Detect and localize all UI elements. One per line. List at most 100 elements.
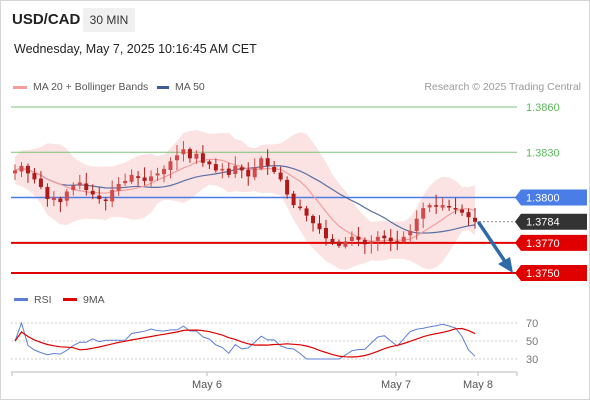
badge-text: 1.3750 bbox=[526, 268, 560, 280]
rsi-tick-50: 50 bbox=[526, 336, 538, 348]
candle-body bbox=[317, 223, 322, 230]
candle-body bbox=[473, 217, 477, 222]
candle-body bbox=[226, 168, 231, 175]
candle-body bbox=[32, 173, 37, 180]
candle-body bbox=[246, 169, 251, 177]
candle-body bbox=[19, 165, 24, 172]
candle-body bbox=[382, 235, 387, 239]
candle-body bbox=[71, 185, 76, 191]
legend-ma50: MA 50 bbox=[157, 81, 205, 93]
badge-bg bbox=[515, 234, 587, 251]
badge-text: 1.3784 bbox=[526, 217, 560, 229]
candle-body bbox=[25, 165, 30, 174]
candle-body bbox=[434, 205, 439, 207]
bollinger-bands bbox=[15, 130, 475, 271]
candle-body bbox=[142, 177, 147, 181]
candle-body bbox=[272, 166, 277, 172]
credit-text: Research © 2025 Trading Central bbox=[424, 81, 581, 93]
candle-body bbox=[77, 182, 82, 186]
candle-body bbox=[453, 208, 458, 210]
candle-body bbox=[103, 199, 108, 202]
rsi-ma-legend-label: 9MA bbox=[83, 294, 105, 306]
candle-body bbox=[349, 236, 354, 242]
candle-body bbox=[375, 236, 380, 241]
level-badge-1.3800: 1.3800 bbox=[515, 189, 587, 206]
candle-body bbox=[259, 158, 264, 169]
candle-body bbox=[252, 167, 257, 178]
rsi-swatch bbox=[14, 298, 28, 301]
candle-body bbox=[427, 205, 432, 208]
candle-body bbox=[460, 209, 465, 213]
price-labels: 1.3860 1.3830 1.3800 1.3784 1.3770 1.3750 bbox=[515, 102, 587, 281]
forecast-arrow bbox=[477, 221, 513, 273]
candle-body bbox=[51, 197, 56, 201]
price-levels bbox=[11, 106, 517, 274]
candle-body bbox=[343, 241, 348, 247]
rsi-tick-70: 70 bbox=[526, 318, 538, 330]
legend-bollinger: MA 20 + Bollinger Bands bbox=[13, 81, 148, 93]
candle-body bbox=[200, 153, 205, 163]
level-badge-1.3784: 1.3784 bbox=[515, 213, 587, 230]
candle-body bbox=[181, 149, 186, 155]
candle-body bbox=[174, 155, 179, 161]
candle-body bbox=[123, 180, 128, 184]
candle-body bbox=[213, 164, 218, 171]
time-axis: May 6 May 7 May 8 bbox=[11, 371, 518, 391]
time-label-1: May 7 bbox=[381, 379, 411, 391]
candle-body bbox=[194, 153, 199, 159]
candle-body bbox=[187, 149, 192, 159]
candle-body bbox=[369, 241, 374, 244]
badge-text: 1.3800 bbox=[526, 193, 560, 205]
candle-body bbox=[149, 176, 154, 182]
candle-body bbox=[168, 161, 173, 170]
candle-body bbox=[162, 168, 167, 175]
candle-body bbox=[64, 191, 69, 201]
candle-body bbox=[311, 215, 316, 224]
candle-body bbox=[356, 236, 361, 240]
level-label-1.3830: 1.3830 bbox=[526, 147, 560, 159]
candle-body bbox=[388, 237, 393, 242]
rsi-legend: RSI 9MA bbox=[14, 294, 105, 306]
candle-body bbox=[336, 241, 341, 246]
candle-body bbox=[466, 212, 471, 218]
candle-body bbox=[45, 186, 50, 200]
arrow-head bbox=[498, 257, 513, 273]
candle-body bbox=[408, 230, 413, 236]
arrow-shaft bbox=[477, 221, 508, 265]
candle-body bbox=[440, 205, 445, 208]
timeframe-button[interactable]: 30 MIN bbox=[83, 8, 135, 32]
candle-body bbox=[207, 161, 212, 165]
level-label-1.3860: 1.3860 bbox=[526, 102, 560, 114]
candle-body bbox=[395, 241, 400, 243]
rsi-tick-30: 30 bbox=[526, 354, 538, 366]
level-badge-1.3750: 1.3750 bbox=[515, 265, 587, 281]
candle-body bbox=[58, 198, 63, 203]
candle-body bbox=[239, 167, 244, 171]
candle-body bbox=[233, 165, 238, 175]
candle-body bbox=[414, 218, 419, 232]
candle-body bbox=[116, 183, 121, 191]
candle-body bbox=[278, 172, 283, 180]
legend-bollinger-label: MA 20 + Bollinger Bands bbox=[33, 81, 149, 93]
candle-body bbox=[13, 170, 17, 174]
candle-body bbox=[220, 168, 225, 171]
candlesticks bbox=[13, 140, 477, 254]
candle-body bbox=[323, 227, 328, 239]
bollinger-swatch bbox=[13, 85, 27, 89]
rsi-ma-swatch bbox=[63, 298, 77, 301]
candle-body bbox=[298, 206, 303, 209]
candle-body bbox=[447, 205, 452, 208]
badge-bg bbox=[515, 265, 587, 281]
badge-bg bbox=[515, 189, 587, 206]
level-badge-1.3770: 1.3770 bbox=[515, 234, 587, 251]
timestamp: Wednesday, May 7, 2025 10:16:45 AM CET bbox=[14, 42, 257, 56]
badge-text: 1.3770 bbox=[526, 238, 560, 250]
currency-pair-title: USD/CAD bbox=[12, 11, 81, 28]
candle-body bbox=[265, 158, 270, 166]
candle-body bbox=[110, 190, 115, 202]
candle-body bbox=[155, 173, 160, 176]
time-label-0: May 6 bbox=[192, 379, 222, 391]
candle-body bbox=[421, 208, 426, 219]
